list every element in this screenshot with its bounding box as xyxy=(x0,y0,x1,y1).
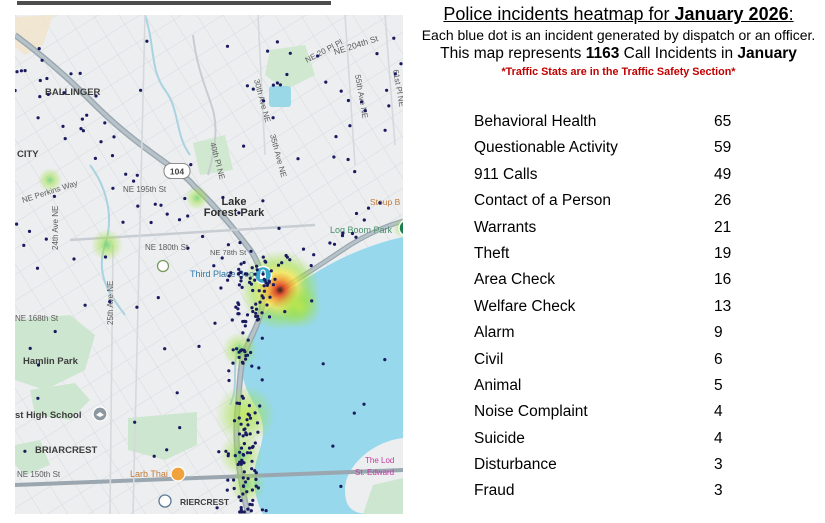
svg-text:The Lod: The Lod xyxy=(365,456,394,465)
svg-text:24th Ave NE: 24th Ave NE xyxy=(51,206,60,250)
svg-text:st High School: st High School xyxy=(15,410,82,421)
svg-text:Log Boom Park: Log Boom Park xyxy=(330,225,393,235)
svg-text:Forest Park: Forest Park xyxy=(204,207,265,219)
svg-text:NE 168th St: NE 168th St xyxy=(15,314,59,323)
svg-text:104: 104 xyxy=(170,167,184,177)
svg-text:NE 150th St: NE 150th St xyxy=(17,470,61,479)
svg-text:15th A: 15th A xyxy=(15,485,17,508)
svg-text:Hamlin Park: Hamlin Park xyxy=(23,356,79,367)
svg-text:NE 195th St: NE 195th St xyxy=(123,185,167,194)
svg-text:NE 78th St: NE 78th St xyxy=(210,248,247,257)
svg-text:BRIARCREST: BRIARCREST xyxy=(35,445,97,456)
svg-text:RIERCREST: RIERCREST xyxy=(180,497,230,507)
svg-text:BALLINGER: BALLINGER xyxy=(45,87,101,98)
svg-text:NE 180th St: NE 180th St xyxy=(145,243,189,252)
svg-text:CITY: CITY xyxy=(17,149,39,160)
svg-text:St. Edward: St. Edward xyxy=(355,468,394,477)
svg-text:Larb Thai: Larb Thai xyxy=(130,469,168,479)
svg-text:Stoup B: Stoup B xyxy=(370,197,401,207)
